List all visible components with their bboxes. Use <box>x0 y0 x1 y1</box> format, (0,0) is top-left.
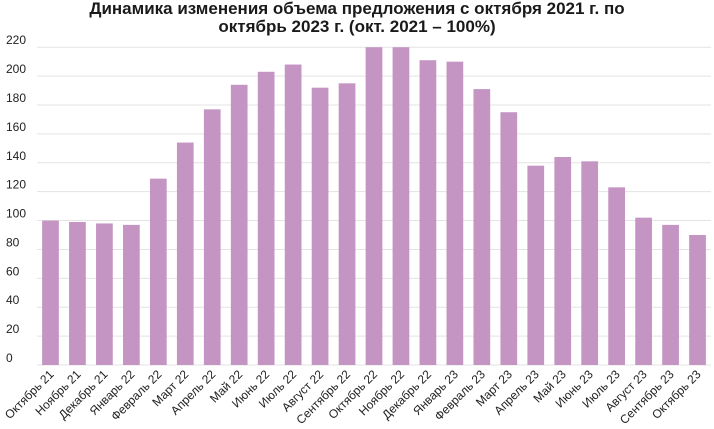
bar <box>230 84 248 366</box>
chart-title: Динамика изменения объема предложения с … <box>0 0 714 36</box>
bar <box>608 187 625 365</box>
y-tick-label: 60 <box>6 264 20 278</box>
bar <box>635 217 652 365</box>
chart-title-line-1: Динамика изменения объема предложения с … <box>89 0 625 18</box>
bar <box>473 89 491 365</box>
bar <box>689 235 706 365</box>
bar <box>96 223 113 365</box>
y-tick-label: 160 <box>6 120 26 134</box>
y-axis-ticks: 0 20 40 60 80 100 120 140 160 180 200 220 <box>6 33 26 365</box>
bar <box>203 109 221 365</box>
bar <box>365 47 383 365</box>
y-tick-label: 80 <box>6 235 20 249</box>
y-tick-label: 100 <box>6 207 26 221</box>
y-tick-label: 0 <box>6 351 13 365</box>
bar <box>69 222 86 365</box>
bar <box>446 61 464 366</box>
bar <box>257 71 275 366</box>
bar <box>338 83 356 365</box>
bar <box>662 224 679 365</box>
bar <box>149 178 167 365</box>
bar <box>581 161 599 365</box>
bar <box>284 64 302 366</box>
y-tick-label: 40 <box>6 293 20 307</box>
bar <box>392 47 410 365</box>
bars <box>42 47 706 366</box>
bar <box>123 224 140 365</box>
bar <box>554 157 572 365</box>
bar <box>42 220 59 365</box>
bar <box>500 112 518 365</box>
chart-title-line-2: октябрь 2023 г. (окт. 2021 – 100%) <box>218 17 496 36</box>
y-tick-label: 220 <box>6 33 26 47</box>
bar <box>419 60 437 365</box>
y-tick-label: 180 <box>6 91 26 105</box>
bar <box>311 87 329 366</box>
y-tick-label: 140 <box>6 149 26 163</box>
y-tick-label: 20 <box>6 322 20 336</box>
bar <box>527 165 545 365</box>
bar <box>176 142 194 365</box>
y-tick-label: 200 <box>6 62 26 76</box>
y-tick-label: 120 <box>6 178 26 192</box>
